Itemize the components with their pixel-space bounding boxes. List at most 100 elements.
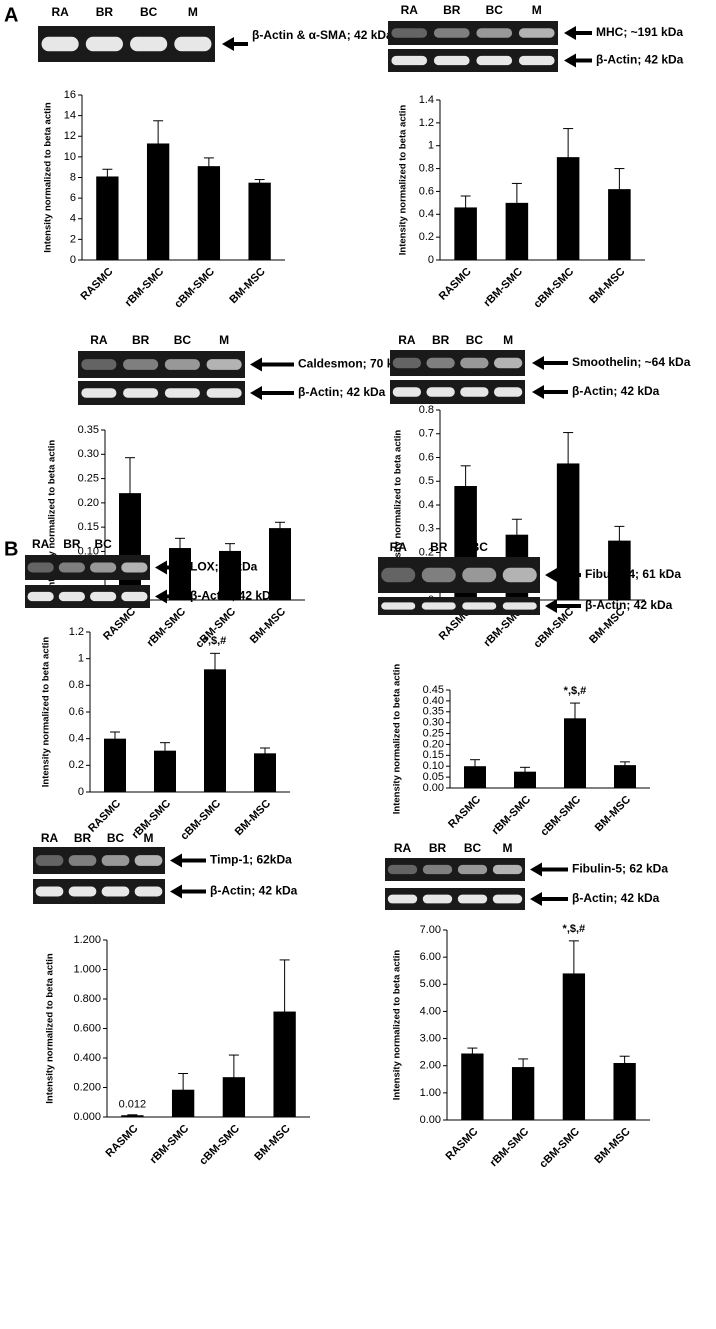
blot-band: [518, 28, 555, 38]
bar: [204, 669, 226, 792]
x-tick-label: cBM-SMC: [178, 798, 223, 843]
y-tick-label: 10: [64, 151, 76, 163]
lane-label: M: [532, 3, 542, 17]
bar: [514, 771, 536, 788]
bar: [169, 548, 191, 600]
y-tick-label: 4: [70, 213, 76, 225]
blot-band: [492, 864, 523, 875]
y-tick-label: 0.25: [423, 727, 444, 739]
lane-label: RA: [394, 841, 412, 855]
y-tick-label: 0.5: [419, 475, 434, 487]
y-tick-label: 0: [78, 786, 84, 798]
blot-band: [35, 855, 64, 866]
y-tick-label: 1.200: [73, 934, 101, 946]
blot-band: [518, 55, 555, 66]
blot-band: [206, 388, 242, 398]
y-tick-label: 0: [428, 254, 434, 266]
blot-band: [433, 55, 470, 66]
lane-label: M: [129, 537, 139, 551]
blot-band: [27, 591, 54, 602]
x-tick-label: BM-MSC: [252, 1123, 292, 1163]
blot-strip: [388, 49, 558, 72]
blot-band: [387, 864, 418, 875]
lane-label: BR: [132, 333, 150, 347]
y-tick-label: 0.10: [78, 545, 99, 557]
y-axis-label: Intensity normalized to beta actin: [43, 102, 54, 253]
y-tick-label: 6: [70, 192, 76, 204]
y-tick-label: 0.6: [419, 185, 434, 197]
blot-band: [58, 591, 85, 602]
lane-label: BC: [464, 841, 482, 855]
bar: [104, 738, 126, 792]
arrow-head: [222, 37, 234, 51]
blot-band: [90, 562, 117, 573]
blot-band: [381, 567, 416, 583]
blot-band: [433, 28, 470, 38]
bar: [464, 766, 486, 788]
lane-label: BC: [471, 540, 489, 554]
y-tick-label: 0.30: [78, 448, 99, 460]
x-tick-label: BM-MSC: [592, 1126, 632, 1166]
blot-band: [134, 886, 163, 897]
arrow-head: [545, 568, 557, 582]
lane-label: BR: [432, 333, 450, 347]
blot-band: [58, 562, 85, 573]
lane-label: BC: [466, 333, 484, 347]
y-tick-label: 0.800: [73, 993, 101, 1005]
blot-band: [134, 855, 163, 866]
y-tick-label: 1.000: [73, 963, 101, 975]
bar: [556, 157, 580, 260]
blot-band: [90, 591, 117, 602]
blot-band: [81, 359, 117, 370]
y-tick-label: 0.25: [78, 472, 99, 484]
bar: [511, 1067, 535, 1120]
y-tick-label: 0.200: [73, 1081, 101, 1093]
y-tick-label: 0.8: [69, 679, 84, 691]
y-tick-label: 0.2: [419, 546, 434, 558]
blot-band: [68, 886, 97, 897]
blot-band: [85, 36, 123, 52]
y-tick-label: 0: [70, 254, 76, 266]
x-tick-label: cBM-SMC: [538, 794, 583, 839]
blot-band: [123, 388, 159, 398]
x-tick-label: BM-MSC: [248, 606, 288, 646]
y-tick-label: 1: [78, 653, 84, 665]
y-tick-label: 2.00: [420, 1060, 441, 1072]
y-tick-label: 0.40: [423, 695, 444, 707]
lane-label: RA: [398, 333, 416, 347]
x-tick-label: rBM-SMC: [490, 794, 534, 838]
y-tick-label: 2: [70, 233, 76, 245]
x-tick-label: RASMC: [101, 606, 138, 643]
x-tick-label: cBM-SMC: [197, 1123, 242, 1168]
arrow-head: [170, 884, 182, 899]
arrow-head: [532, 385, 544, 399]
bar: [505, 202, 529, 260]
band-label: MHC; ~191 kDa: [596, 25, 683, 39]
blot-band: [426, 357, 455, 369]
y-tick-label: 0.15: [78, 521, 99, 533]
x-tick-label: rBM-SMC: [482, 266, 526, 310]
band-label: Fibulin-5; 62 kDa: [572, 862, 668, 876]
y-tick-label: 1.2: [419, 117, 434, 129]
bar: [556, 463, 580, 600]
band-label: LOX; 52kDa: [190, 560, 258, 574]
band-label: Caldesmon; 70 kDa: [298, 357, 409, 371]
blot-band: [121, 562, 148, 573]
x-tick-label: BM-MSC: [233, 798, 273, 838]
blot-band: [392, 387, 422, 397]
y-axis-label: Intensity normalized to beta actin: [398, 105, 409, 256]
lane-label: BC: [140, 5, 158, 19]
blot-band: [391, 28, 428, 38]
blot-band: [460, 357, 489, 369]
x-tick-label: cBM-SMC: [537, 1126, 582, 1171]
y-tick-label: 0.20: [78, 497, 99, 509]
band-label: β-Actin; 42 kDa: [585, 598, 673, 612]
y-tick-label: 0.6: [419, 451, 434, 463]
y-tick-label: 0.400: [73, 1052, 101, 1064]
y-tick-label: 6.00: [420, 951, 441, 963]
lane-label: M: [219, 333, 229, 347]
arrow-head: [545, 599, 557, 613]
blot-band: [121, 591, 148, 602]
blot-band: [68, 855, 97, 866]
bar: [454, 207, 477, 260]
